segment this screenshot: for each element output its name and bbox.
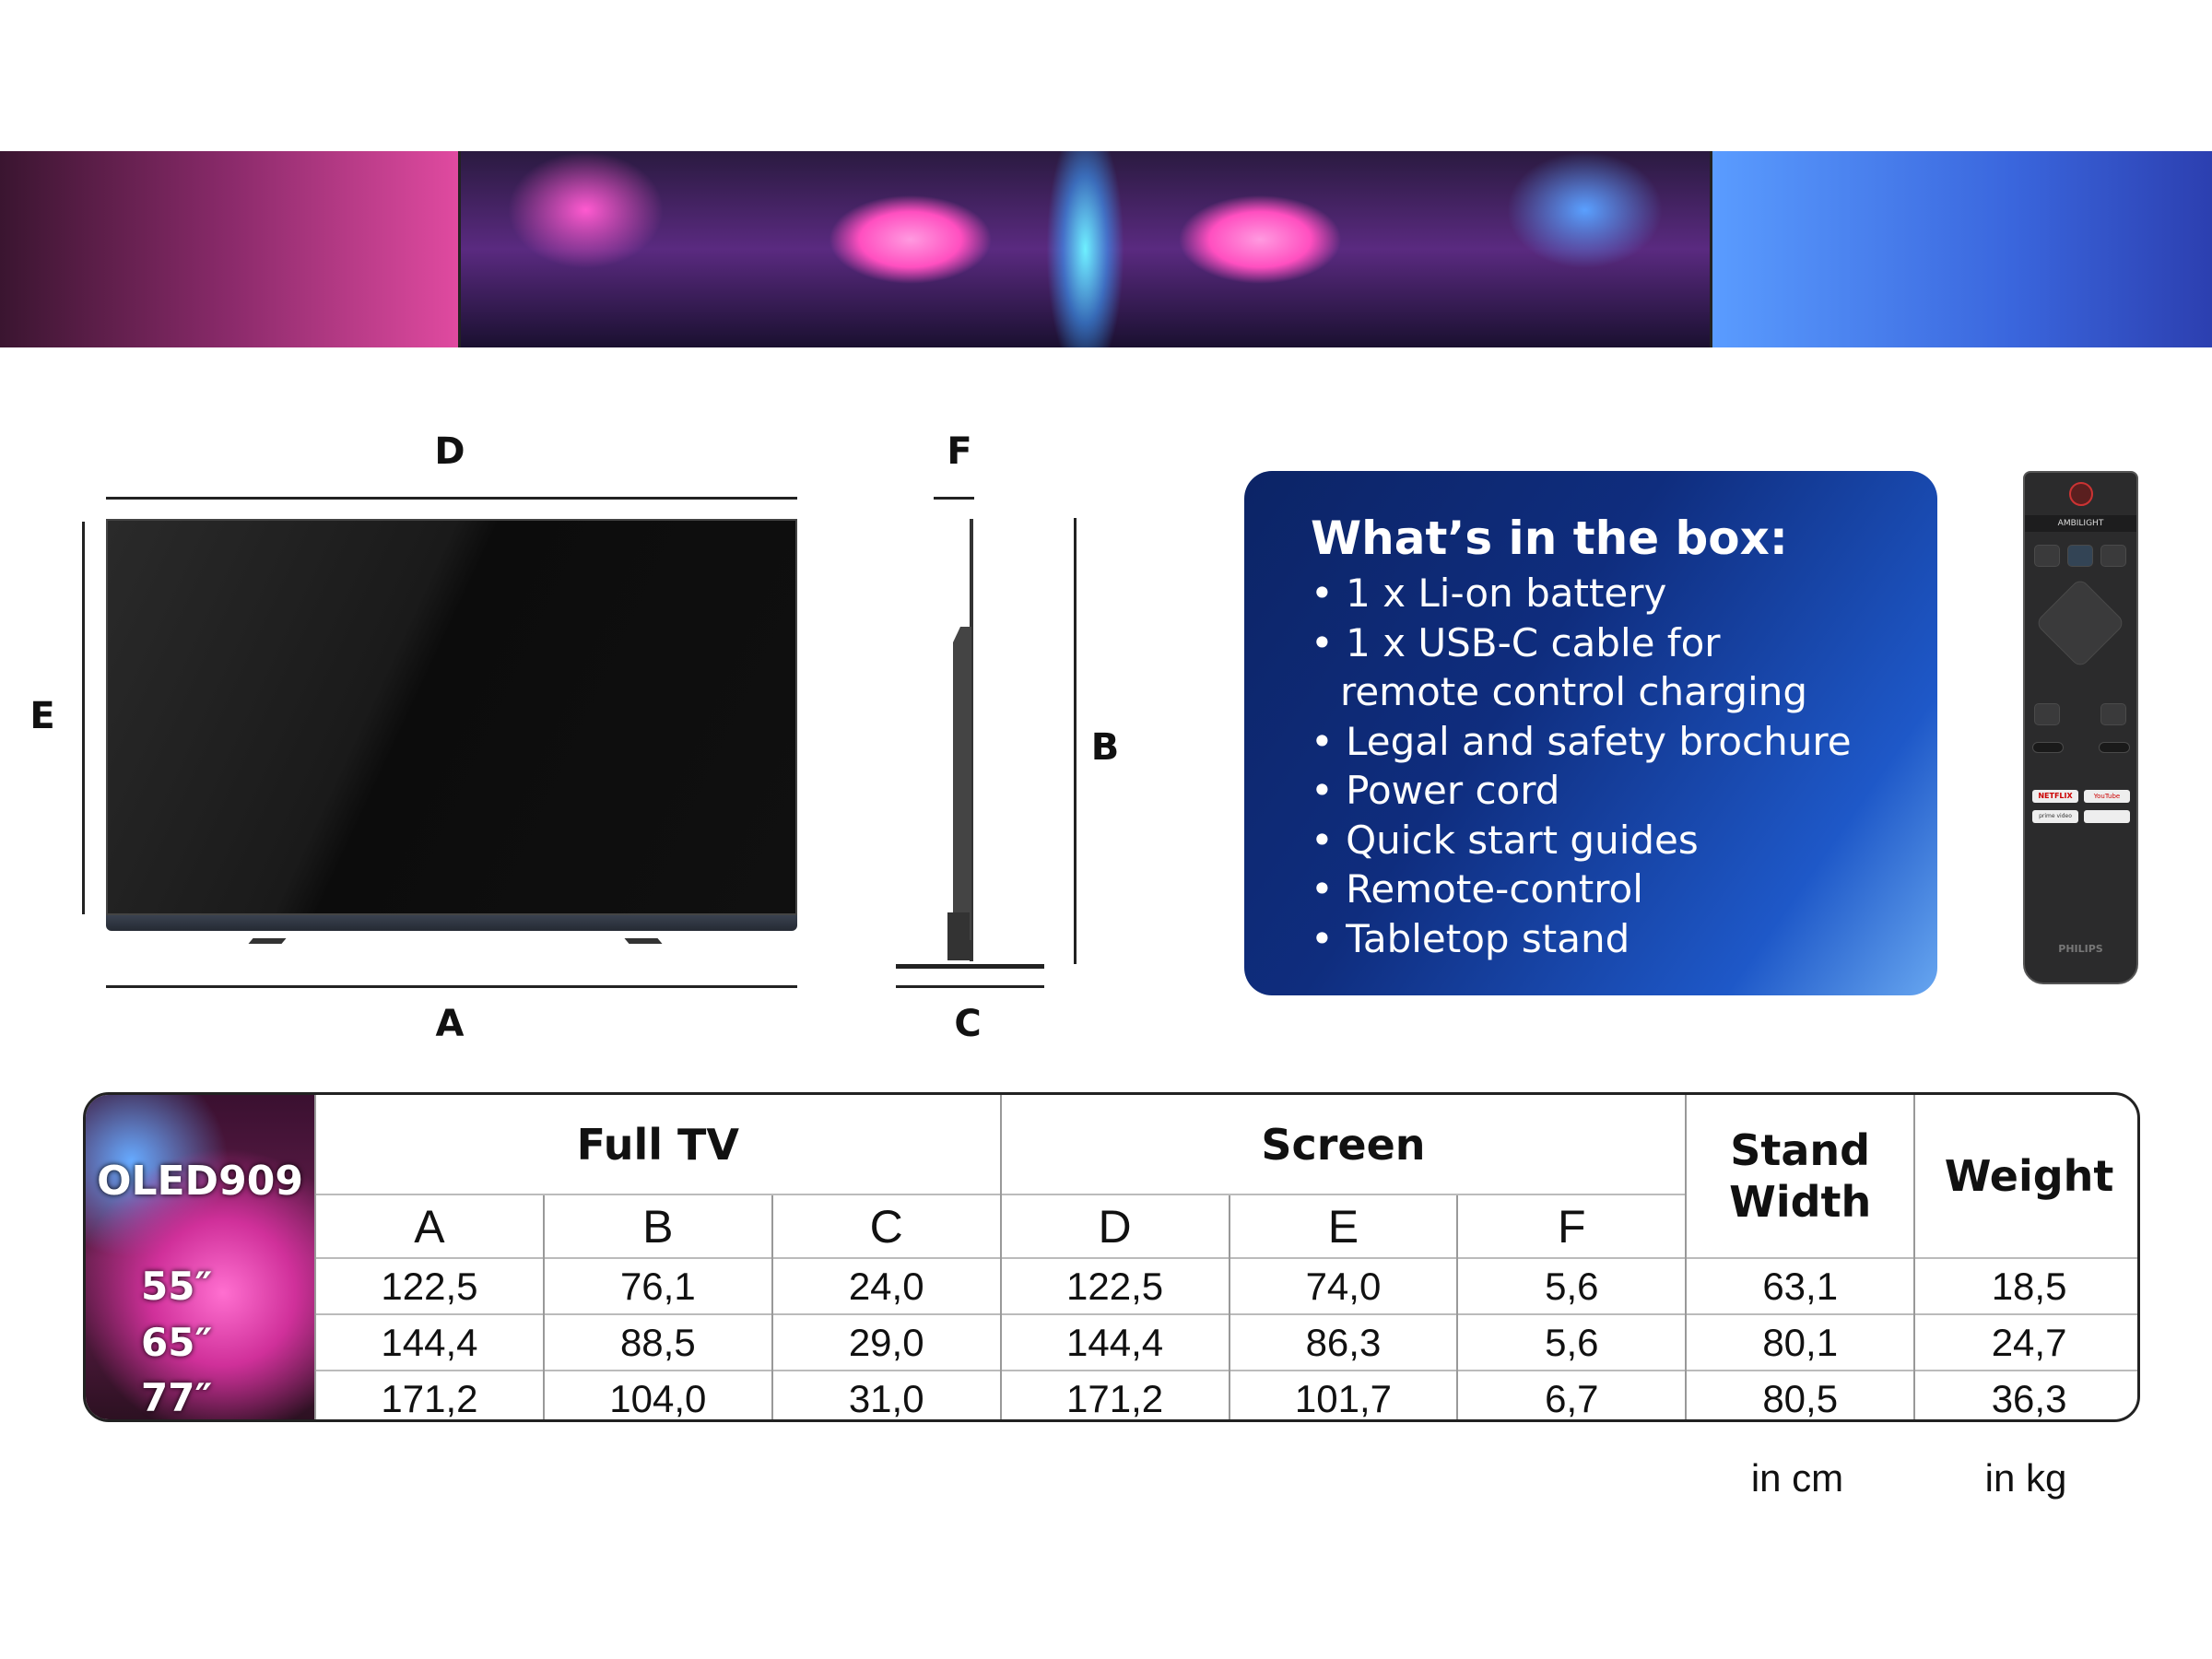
dimension-line-d bbox=[106, 497, 797, 500]
microphone-icon bbox=[2067, 545, 2093, 567]
concert-image bbox=[458, 151, 1712, 347]
cell: 24,7 bbox=[1913, 1313, 2137, 1371]
col-b: B bbox=[542, 1194, 772, 1258]
cell: 122,5 bbox=[314, 1257, 544, 1314]
channel-rocker bbox=[2099, 742, 2130, 753]
cell: 29,0 bbox=[771, 1313, 1001, 1371]
stand-width-label: Stand Width bbox=[1729, 1125, 1872, 1227]
dimension-line-a bbox=[106, 985, 797, 988]
tv-foot-left bbox=[248, 938, 287, 944]
col-a: A bbox=[314, 1194, 544, 1258]
dimension-label-f: F bbox=[947, 430, 972, 473]
cell: 86,3 bbox=[1228, 1313, 1458, 1371]
dimensions-table: OLED909 55″ 65″ 77″ Full TV Screen Stand… bbox=[83, 1092, 2140, 1422]
size-55: 55″ bbox=[141, 1264, 213, 1309]
col-f: F bbox=[1456, 1194, 1687, 1258]
remote-brand: PHILIPS bbox=[2058, 943, 2103, 955]
in-the-box-title: What’s in the box: bbox=[1311, 512, 1788, 565]
home-icon bbox=[2100, 703, 2126, 725]
in-the-box-panel: What’s in the box: 1 x Li-on battery 1 x… bbox=[1244, 471, 1937, 995]
cell: 88,5 bbox=[542, 1313, 772, 1371]
cell: 74,0 bbox=[1228, 1257, 1458, 1314]
size-77: 77″ bbox=[141, 1375, 213, 1420]
dimension-line-e bbox=[82, 522, 85, 914]
dimension-label-e: E bbox=[29, 695, 55, 737]
remote-ambilight-label: AMBILIGHT bbox=[2025, 515, 2136, 532]
cell: 144,4 bbox=[999, 1313, 1230, 1371]
table-row: 122,5 76,1 24,0 122,5 74,0 5,6 63,1 18,5 bbox=[314, 1257, 2137, 1314]
cell: 63,1 bbox=[1685, 1257, 1915, 1314]
dimension-label-b: B bbox=[1090, 726, 1120, 769]
ambilight-banner bbox=[0, 151, 2212, 347]
power-icon bbox=[2069, 482, 2093, 506]
group-weight: Weight bbox=[1913, 1095, 2137, 1258]
cell: 122,5 bbox=[999, 1257, 1230, 1314]
apps-icon bbox=[2084, 810, 2130, 823]
cell: 144,4 bbox=[314, 1313, 544, 1371]
ambilight-glow-left bbox=[0, 151, 458, 347]
col-c: C bbox=[771, 1194, 1001, 1258]
prime-video-button-label: prime video bbox=[2032, 810, 2078, 823]
cell: 101,7 bbox=[1228, 1370, 1458, 1419]
cell: 31,0 bbox=[771, 1370, 1001, 1419]
group-screen: Screen bbox=[999, 1095, 1687, 1194]
table-row: 144,4 88,5 29,0 144,4 86,3 5,6 80,1 24,7 bbox=[314, 1313, 2137, 1371]
tv-soundbar bbox=[106, 915, 797, 931]
ambilight-glow-right bbox=[1712, 151, 2212, 347]
tv-foot-right bbox=[624, 938, 663, 944]
cell: 36,3 bbox=[1913, 1370, 2137, 1419]
cell: 80,1 bbox=[1685, 1313, 1915, 1371]
cell: 6,7 bbox=[1456, 1370, 1687, 1419]
dimension-label-c: C bbox=[954, 1003, 982, 1045]
back-icon bbox=[2034, 703, 2060, 725]
model-column: OLED909 55″ 65″ 77″ bbox=[86, 1095, 314, 1420]
youtube-button-label: YouTube bbox=[2084, 790, 2130, 803]
table-row: 171,2 104,0 31,0 171,2 101,7 6,7 80,5 36,3 bbox=[314, 1370, 2137, 1419]
cell: 80,5 bbox=[1685, 1370, 1915, 1419]
settings-icon bbox=[2100, 545, 2126, 567]
cell: 171,2 bbox=[999, 1370, 1230, 1419]
model-name: OLED909 bbox=[97, 1158, 303, 1205]
cell: 104,0 bbox=[542, 1370, 772, 1419]
group-stand-width: Stand Width bbox=[1685, 1095, 1915, 1258]
col-d: D bbox=[999, 1194, 1230, 1258]
in-the-box-list: 1 x Li-on battery 1 x USB-C cable for re… bbox=[1311, 569, 1937, 963]
dimension-line-b bbox=[1074, 518, 1077, 964]
remote-control-image: AMBILIGHT NETFLIX YouTube prime video PH… bbox=[2023, 471, 2138, 984]
dimension-line-f bbox=[934, 497, 974, 500]
list-item: 1 x USB-C cable for remote control charg… bbox=[1311, 618, 1827, 717]
list-item: Tabletop stand bbox=[1311, 914, 1937, 964]
group-full-tv: Full TV bbox=[314, 1095, 1001, 1194]
tv-side-panel bbox=[970, 519, 973, 961]
list-item: Remote-control bbox=[1311, 865, 1937, 914]
cell: 171,2 bbox=[314, 1370, 544, 1419]
cell: 5,6 bbox=[1456, 1257, 1687, 1314]
cell: 18,5 bbox=[1913, 1257, 2137, 1314]
unit-cm: in cm bbox=[1750, 1456, 1844, 1500]
col-e: E bbox=[1228, 1194, 1458, 1258]
cell: 5,6 bbox=[1456, 1313, 1687, 1371]
unit-kg: in kg bbox=[1984, 1456, 2067, 1500]
dpad-icon bbox=[2034, 577, 2126, 669]
tv-front-screen bbox=[106, 519, 797, 915]
list-item: 1 x Li-on battery bbox=[1311, 569, 1937, 618]
cell: 76,1 bbox=[542, 1257, 772, 1314]
tv-side-body bbox=[953, 627, 971, 940]
source-icon bbox=[2034, 545, 2060, 567]
cell: 24,0 bbox=[771, 1257, 1001, 1314]
list-item: Power cord bbox=[1311, 766, 1937, 816]
list-item: Legal and safety brochure bbox=[1311, 717, 1937, 767]
dimension-line-c bbox=[896, 985, 1044, 988]
dimension-label-d: D bbox=[434, 430, 465, 473]
list-item: Quick start guides bbox=[1311, 816, 1937, 865]
size-65: 65″ bbox=[141, 1320, 213, 1365]
dimensions-grid: Full TV Screen Stand Width Weight A B C … bbox=[314, 1095, 2137, 1419]
netflix-button-label: NETFLIX bbox=[2032, 790, 2078, 803]
tv-side-base bbox=[896, 964, 1044, 969]
dimension-label-a: A bbox=[435, 1003, 465, 1045]
tv-side-stand bbox=[947, 912, 970, 960]
volume-rocker bbox=[2032, 742, 2064, 753]
